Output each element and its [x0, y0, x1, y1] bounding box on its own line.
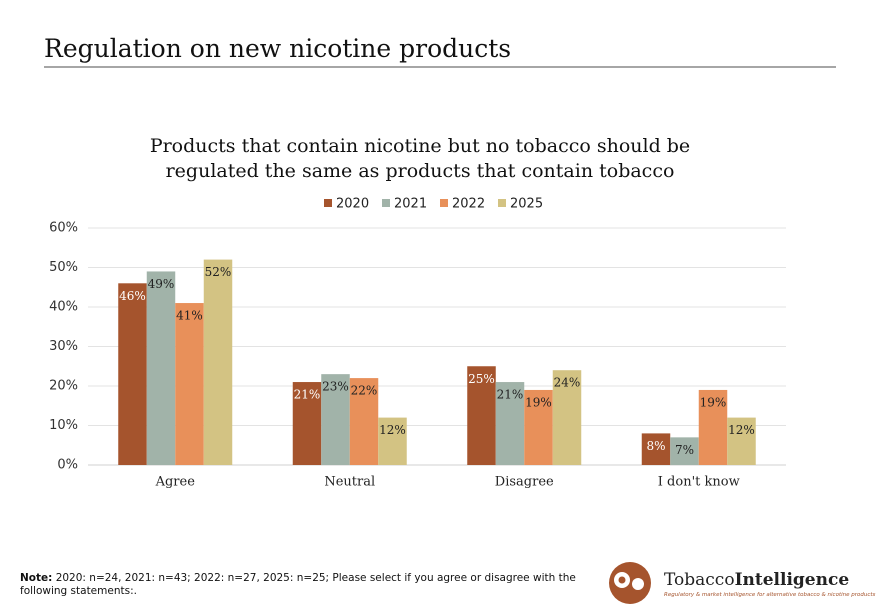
- note-label: Note:: [20, 572, 53, 584]
- logo-regular: Tobacco: [664, 570, 735, 590]
- legend-swatch: [324, 199, 332, 207]
- y-tick-label: 10%: [49, 418, 78, 433]
- bar: [670, 437, 699, 465]
- bar: [552, 370, 582, 465]
- value-label: 52%: [205, 265, 232, 279]
- legend-label: 2025: [510, 197, 543, 212]
- value-label: 12%: [728, 423, 755, 437]
- value-label: 19%: [525, 395, 552, 409]
- y-tick-label: 30%: [49, 339, 78, 354]
- page-title: Regulation on new nicotine products: [44, 34, 512, 63]
- value-label: 41%: [176, 309, 203, 323]
- bar: [378, 417, 407, 465]
- bar: [292, 382, 322, 465]
- value-label: 23%: [322, 380, 349, 394]
- value-label: 7%: [675, 443, 694, 457]
- bar: [175, 303, 204, 465]
- x-tick-label: Agree: [155, 475, 196, 490]
- value-label: 49%: [148, 277, 175, 291]
- logo-bold: Intelligence: [734, 570, 850, 590]
- title-rule: [44, 66, 836, 68]
- value-label: 25%: [468, 372, 495, 386]
- value-label: 21%: [294, 388, 321, 402]
- bar: [698, 389, 728, 465]
- note-text: 2020: n=24, 2021: n=43; 2022: n=27, 2025…: [20, 572, 576, 597]
- y-tick-label: 20%: [49, 379, 78, 394]
- x-tick-label: I don't know: [658, 475, 740, 490]
- legend-label: 2022: [452, 197, 485, 212]
- y-tick-label: 60%: [49, 221, 78, 236]
- value-label: 19%: [700, 395, 727, 409]
- chart-title: Products that contain nicotine but no to…: [149, 135, 691, 182]
- bar: [349, 378, 379, 465]
- value-label: 8%: [646, 439, 665, 453]
- bar: [321, 374, 350, 465]
- bar: [467, 366, 496, 465]
- value-label: 12%: [379, 423, 406, 437]
- bar: [203, 259, 233, 465]
- bar: [146, 271, 176, 465]
- logo-icon: [609, 562, 651, 604]
- bar: [524, 389, 553, 465]
- logo-name: TobaccoIntelligence: [664, 570, 849, 590]
- y-tick-label: 0%: [57, 458, 78, 473]
- legend-label: 2020: [336, 197, 369, 212]
- legend-swatch: [382, 199, 390, 207]
- x-tick-label: Neutral: [324, 475, 375, 490]
- x-tick-label: Disagree: [495, 475, 554, 490]
- value-label: 22%: [351, 384, 378, 398]
- bar: [727, 417, 756, 465]
- value-label: 21%: [497, 388, 524, 402]
- value-label: 46%: [119, 289, 146, 303]
- bar: [118, 283, 147, 465]
- logo-tagline: Regulatory & market intelligence for alt…: [664, 592, 876, 598]
- bar: [641, 433, 671, 465]
- legend-label: 2021: [394, 197, 427, 212]
- legend-swatch: [440, 199, 448, 207]
- bar: [495, 382, 525, 465]
- y-tick-label: 40%: [49, 300, 78, 315]
- y-tick-label: 50%: [49, 260, 78, 275]
- value-label: 24%: [554, 376, 581, 390]
- note: Note: 2020: n=24, 2021: n=43; 2022: n=27…: [20, 572, 580, 598]
- legend-swatch: [498, 199, 506, 207]
